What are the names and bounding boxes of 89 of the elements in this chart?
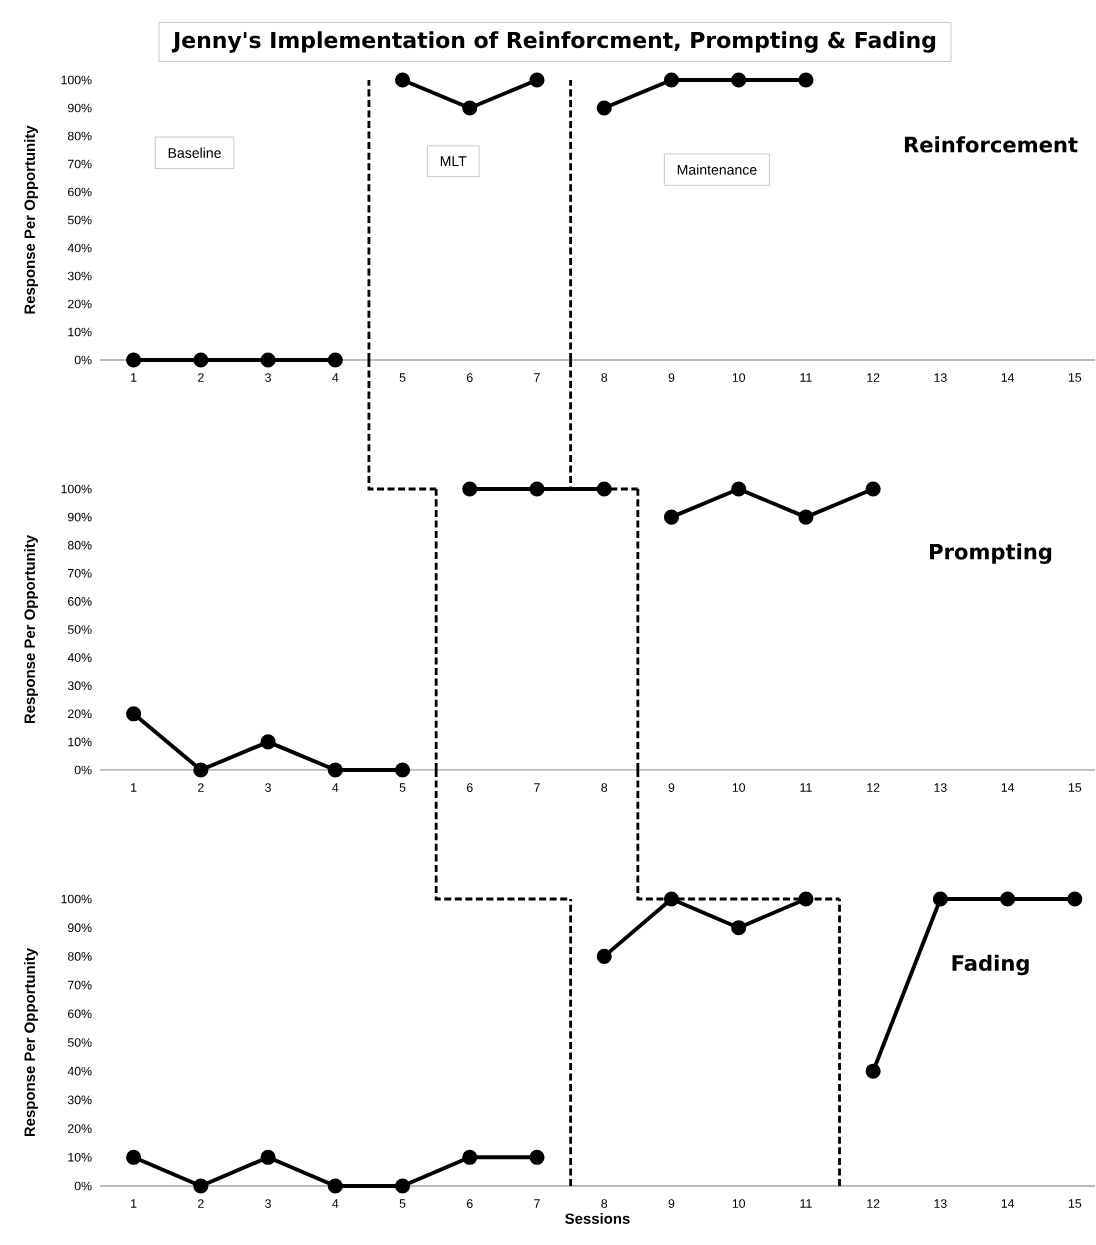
y-axis-title: Response Per Opportunity <box>24 534 39 724</box>
y-tick-label: 30% <box>68 271 92 281</box>
x-tick-label: 14 <box>1001 373 1015 382</box>
y-tick-label: 70% <box>68 159 92 169</box>
y-tick-label: 60% <box>68 187 92 197</box>
y-tick-label: 10% <box>68 327 92 337</box>
x-tick-label: 12 <box>867 373 880 382</box>
x-tick-label: 5 <box>399 783 406 792</box>
y-tick-label: 40% <box>67 653 92 662</box>
x-axis-title: Sessions <box>565 1212 630 1224</box>
x-tick-label: 9 <box>668 1199 675 1208</box>
y-tick-label: 30% <box>68 681 92 691</box>
y-tick-label: 10% <box>68 1152 92 1162</box>
x-tick-label: 3 <box>265 783 272 792</box>
x-tick-label: 9 <box>668 373 675 382</box>
x-tick-label: 12 <box>867 783 880 792</box>
x-tick-label: 4 <box>332 373 339 382</box>
x-tick-label: 5 <box>399 1199 406 1208</box>
y-tick-label: 100% <box>61 894 92 904</box>
x-tick-label: 14 <box>1001 1199 1015 1208</box>
y-tick-label: 100% <box>61 75 92 85</box>
y-tick-label: 90% <box>68 103 92 113</box>
y-tick-label: 50% <box>68 1038 92 1047</box>
y-tick-label: 0% <box>74 355 92 365</box>
y-tick-label: 0% <box>74 1181 92 1191</box>
x-tick-label: 1 <box>131 373 137 382</box>
x-tick-label: 11 <box>800 1199 812 1208</box>
x-tick-label: 13 <box>934 373 947 382</box>
x-tick-label: 2 <box>198 373 204 382</box>
x-tick-label: 4 <box>332 1199 339 1208</box>
y-tick-label: 50% <box>68 625 92 634</box>
y-tick-label: 60% <box>68 597 92 606</box>
x-tick-label: 11 <box>800 373 812 382</box>
x-tick-label: 5 <box>399 373 406 382</box>
y-tick-label: 20% <box>68 299 92 309</box>
x-tick-label: 2 <box>198 1199 204 1208</box>
y-tick-label: 70% <box>68 980 92 990</box>
x-tick-label: 7 <box>534 373 540 382</box>
y-tick-label: 100% <box>61 484 92 494</box>
annotation: MLT <box>440 156 467 167</box>
y-tick-label: 30% <box>68 1095 92 1105</box>
x-tick-label: 4 <box>332 783 339 792</box>
x-tick-label: 15 <box>1069 783 1082 792</box>
x-tick-label: 13 <box>934 1199 947 1208</box>
x-tick-label: 10 <box>732 1199 746 1208</box>
x-tick-label: 10 <box>732 373 746 382</box>
x-tick-label: 15 <box>1069 1199 1082 1208</box>
x-tick-label: 3 <box>265 373 272 382</box>
y-tick-label: 90% <box>68 923 92 933</box>
y-tick-label: 20% <box>68 1124 92 1133</box>
x-tick-label: 6 <box>467 373 473 382</box>
x-tick-label: 15 <box>1069 373 1082 382</box>
x-tick-label: 7 <box>534 1199 540 1208</box>
text: Fading <box>952 954 1029 976</box>
x-tick-label: 8 <box>601 783 608 792</box>
x-tick-label: 3 <box>265 1199 272 1208</box>
y-tick-label: 60% <box>68 1009 92 1019</box>
text: Reinforcement <box>905 136 1078 153</box>
y-tick-label: 80% <box>68 952 92 961</box>
y-axis-title: Response Per Opportunity <box>24 125 39 314</box>
y-tick-label: 40% <box>67 1066 92 1076</box>
y-axis-title: Response Per Opportunity <box>24 947 39 1137</box>
x-tick-label: 11 <box>800 783 812 792</box>
y-tick-label: 40% <box>67 243 92 253</box>
y-tick-label: 0% <box>74 765 92 775</box>
x-tick-label: 2 <box>198 783 204 792</box>
x-tick-label: 13 <box>934 783 947 792</box>
annotation: Maintenance <box>677 164 757 175</box>
annotation: Baseline <box>168 147 221 158</box>
x-tick-label: 8 <box>601 373 608 382</box>
x-tick-label: 9 <box>668 783 675 792</box>
y-tick-label: 10% <box>68 737 92 747</box>
y-tick-label: 70% <box>68 568 92 578</box>
text: Prompting <box>930 543 1052 564</box>
chart-title: Jenny's Implementation of Reinforcment, Prompting & Fading <box>172 31 936 53</box>
x-tick-label: 10 <box>732 783 746 792</box>
y-tick-label: 80% <box>68 540 92 550</box>
y-tick-label: 50% <box>68 215 92 225</box>
x-tick-label: 14 <box>1001 783 1015 792</box>
x-tick-label: 1 <box>131 1199 137 1208</box>
x-tick-label: 12 <box>867 1199 880 1208</box>
x-tick-label: 7 <box>534 783 540 792</box>
x-tick-label: 6 <box>467 1199 473 1208</box>
y-tick-label: 20% <box>68 709 92 719</box>
x-tick-label: 8 <box>601 1199 608 1208</box>
y-tick-label: 90% <box>68 512 92 522</box>
y-tick-label: 80% <box>68 131 92 141</box>
x-tick-label: 6 <box>467 783 473 792</box>
x-tick-label: 1 <box>131 783 137 792</box>
